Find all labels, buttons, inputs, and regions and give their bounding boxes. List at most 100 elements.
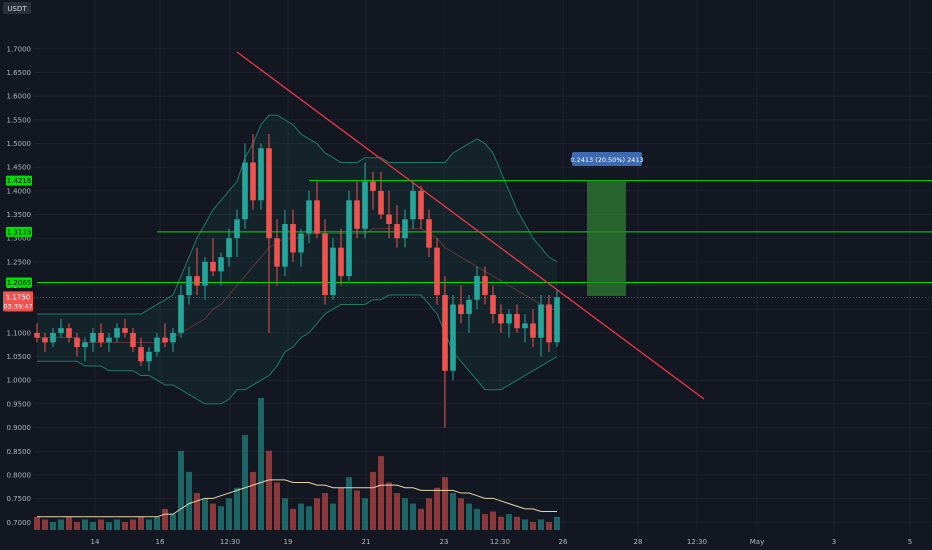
volume-bar (122, 522, 128, 530)
time-axis[interactable]: 14 16 12:30 19 21 23 12:30 26 28 12:30 May 3 5 (0, 532, 932, 550)
volume-bar (458, 498, 464, 530)
price-axis-background (0, 0, 34, 532)
candlesticks (34, 134, 560, 428)
candle-body (370, 181, 376, 191)
time-tick-label: 28 (634, 538, 643, 546)
price-tick-label: 1.6000 (7, 93, 32, 101)
volume-bar (514, 516, 520, 530)
candle-body (538, 304, 544, 338)
candle-body (194, 276, 200, 286)
volume-bar (546, 522, 552, 530)
volume-bar (210, 503, 216, 530)
volume-bar (114, 519, 120, 530)
volume-bar (530, 522, 536, 530)
price-tick-label: 0.7500 (7, 495, 32, 503)
descending-trendline[interactable] (236, 51, 705, 400)
candle-body (322, 233, 328, 296)
candle-body (394, 224, 400, 239)
volume-bar (450, 493, 456, 530)
candle-body (338, 247, 344, 277)
volume-bar (370, 471, 376, 530)
candle-body (466, 299, 472, 314)
bollinger-upper-line (37, 114, 558, 315)
volume-bar (98, 519, 104, 530)
price-tick-label: 1.3500 (7, 211, 32, 219)
price-axis[interactable]: USDT 1.7000 1.6500 1.6000 1.5500 1.5000 1.450… (0, 0, 34, 532)
volume-bar (498, 516, 504, 530)
volume-bar (346, 477, 352, 530)
volume-bar (242, 434, 248, 530)
candle-body (210, 261, 216, 272)
candle-body (402, 219, 408, 239)
candle-body (386, 214, 392, 225)
current-price-badge: 1.1750 03:39:47 (3, 291, 33, 312)
time-tick-label: May (750, 538, 764, 546)
bollinger-fill (37, 115, 557, 404)
candle-body (250, 162, 256, 201)
candle-body (50, 332, 56, 343)
volume-bar (482, 514, 488, 530)
candle-body (186, 276, 192, 296)
level-badge-background (6, 277, 32, 288)
candle-body (450, 304, 456, 371)
measure-tool[interactable]: 0.2413 (20.50%) 2413 (570, 152, 644, 296)
volume-bar (290, 508, 296, 530)
volume-bar (338, 487, 344, 530)
candle-body (130, 332, 136, 348)
volume-bar (538, 519, 544, 530)
candle-body (234, 219, 240, 239)
candle-body (498, 313, 504, 324)
candle-body (138, 347, 144, 362)
candle-body (42, 337, 48, 343)
volume-bar (202, 498, 208, 530)
volume-bar (410, 503, 416, 530)
price-tick-label: 1.1000 (7, 329, 32, 337)
volume-bar (282, 498, 288, 530)
candle-body (346, 200, 352, 277)
volume-bar (42, 519, 48, 530)
volume-bar (50, 522, 56, 530)
price-tick-label: 1.3000 (7, 235, 32, 243)
candle-body (66, 328, 72, 338)
candle-body (242, 162, 248, 220)
candle-body (434, 247, 440, 296)
time-tick-label: 12:30 (490, 538, 510, 546)
candle-body (34, 332, 40, 338)
volume-bar (426, 498, 432, 530)
currency-label[interactable]: USDT (7, 5, 27, 13)
level-badge-background (6, 226, 32, 237)
time-tick-label: 19 (284, 538, 293, 546)
volume-bar (490, 511, 496, 530)
volume-bar (130, 519, 136, 530)
candle-body (170, 332, 176, 343)
volume-bar (354, 490, 360, 530)
measure-range-box[interactable] (587, 180, 626, 296)
price-tick-label: 1.6500 (7, 69, 32, 77)
level-badge-background (6, 175, 32, 186)
candle-body (546, 304, 552, 343)
volume-bar (146, 519, 152, 530)
candle-body (218, 257, 224, 272)
volume-bar (82, 519, 88, 530)
volume-bar (554, 516, 560, 530)
candle-body (282, 224, 288, 267)
candle-body (266, 148, 272, 239)
candle-body (106, 337, 112, 343)
volume-bar (314, 498, 320, 530)
measure-label: 0.2413 (20.50%) 2413 (570, 156, 643, 164)
volume-bar (66, 516, 72, 530)
candle-body (314, 200, 320, 234)
candle-body (298, 233, 304, 253)
volume-bar (226, 498, 232, 530)
candle-body (514, 313, 520, 329)
volume-bar (274, 482, 280, 530)
level-badge-label: 1.2065 (7, 279, 32, 287)
volume-bar (522, 519, 528, 530)
time-tick-label: 3 (832, 538, 836, 546)
candle-body (146, 351, 152, 362)
candle-body (202, 261, 208, 286)
current-price-badge-background (3, 291, 33, 312)
candle-body (114, 328, 120, 338)
